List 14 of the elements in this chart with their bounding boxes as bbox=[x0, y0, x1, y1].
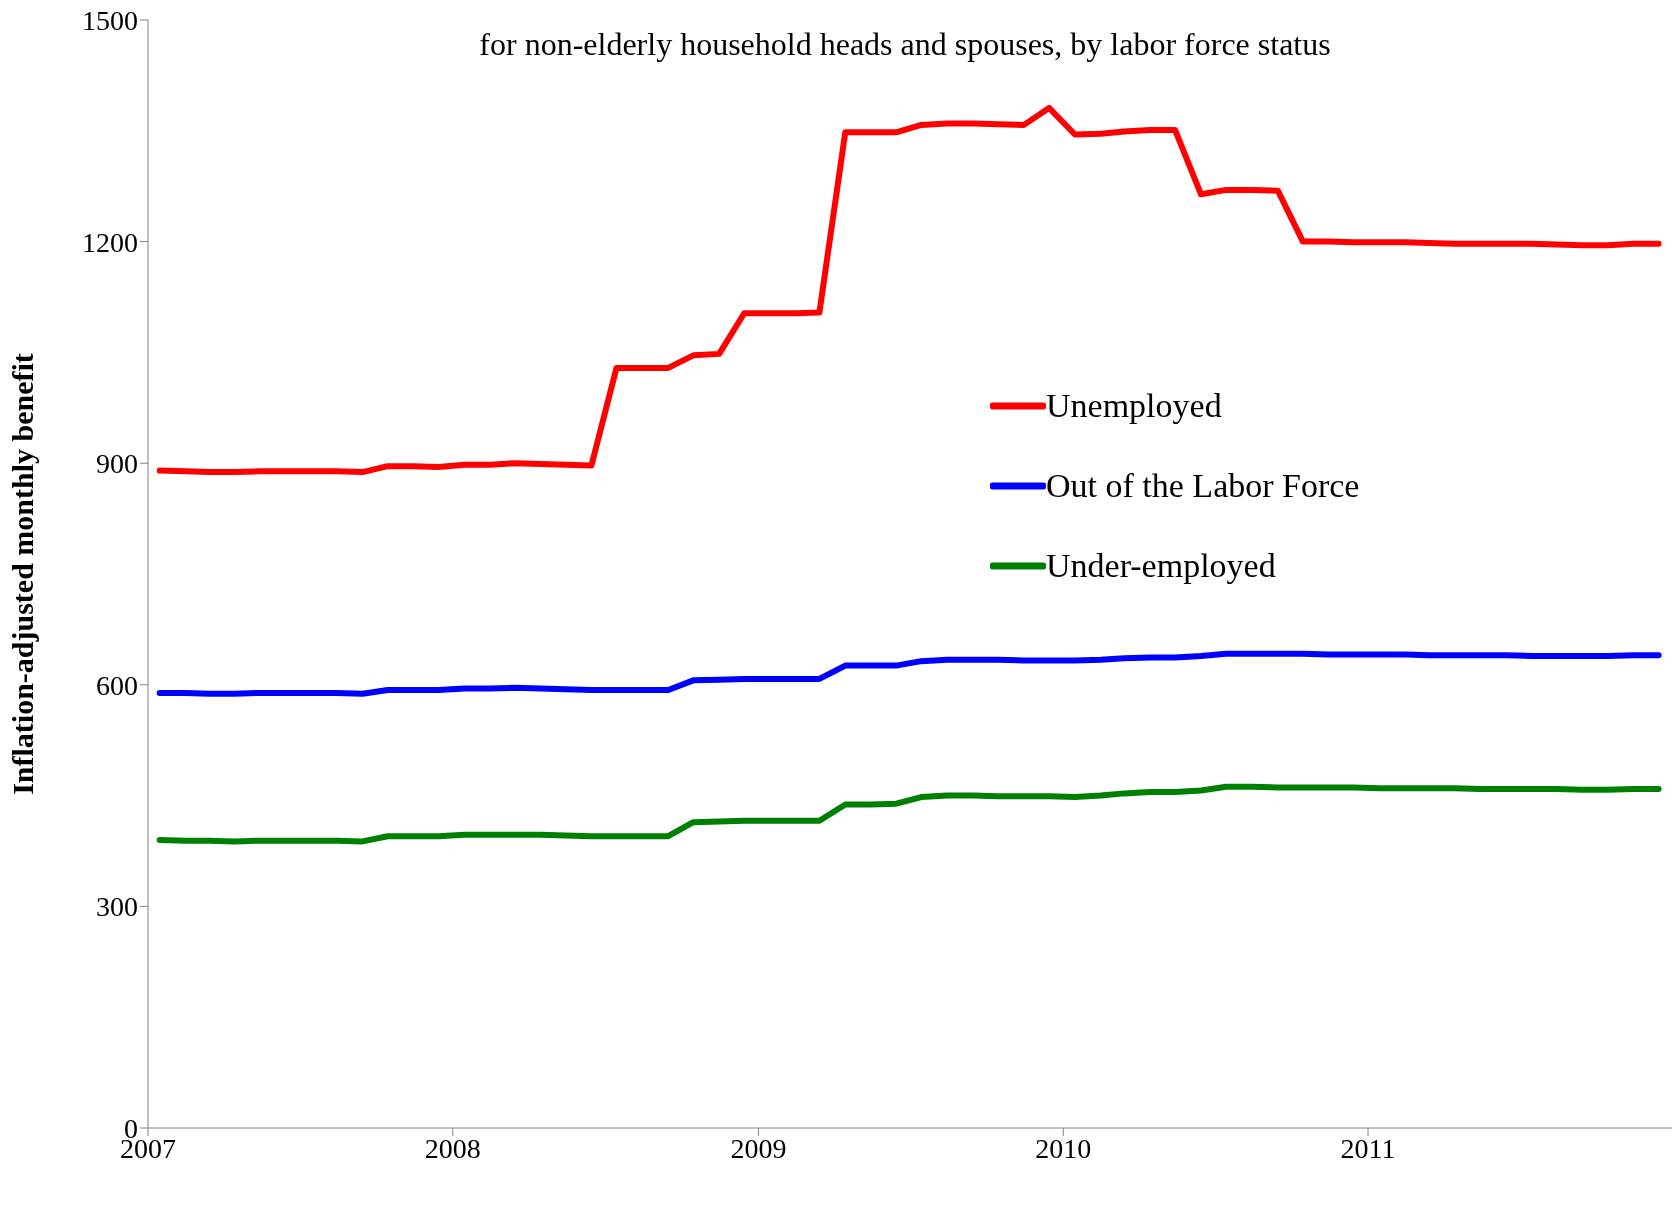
legend-label: Unemployed bbox=[1046, 387, 1222, 425]
y-axis-title: Inflation-adjusted monthly benefit bbox=[5, 353, 39, 795]
legend-label: Out of the Labor Force bbox=[1046, 467, 1360, 505]
chart-subtitle: for non-elderly household heads and spouses, by labor force status bbox=[478, 26, 1332, 63]
x-tick-label: 2010 bbox=[1035, 1132, 1092, 1164]
x-tick-label: 2008 bbox=[424, 1132, 481, 1164]
y-tick-label: 1500 bbox=[82, 4, 138, 36]
y-tick-label: 600 bbox=[96, 669, 138, 701]
y-tick-label: 900 bbox=[96, 448, 138, 480]
x-tick-label: 2011 bbox=[1340, 1132, 1396, 1164]
legend-label: Under-employed bbox=[1046, 547, 1276, 585]
x-tick-label: 2009 bbox=[730, 1132, 787, 1164]
y-tick-label: 300 bbox=[96, 891, 138, 923]
y-tick-label: 1200 bbox=[82, 226, 138, 258]
